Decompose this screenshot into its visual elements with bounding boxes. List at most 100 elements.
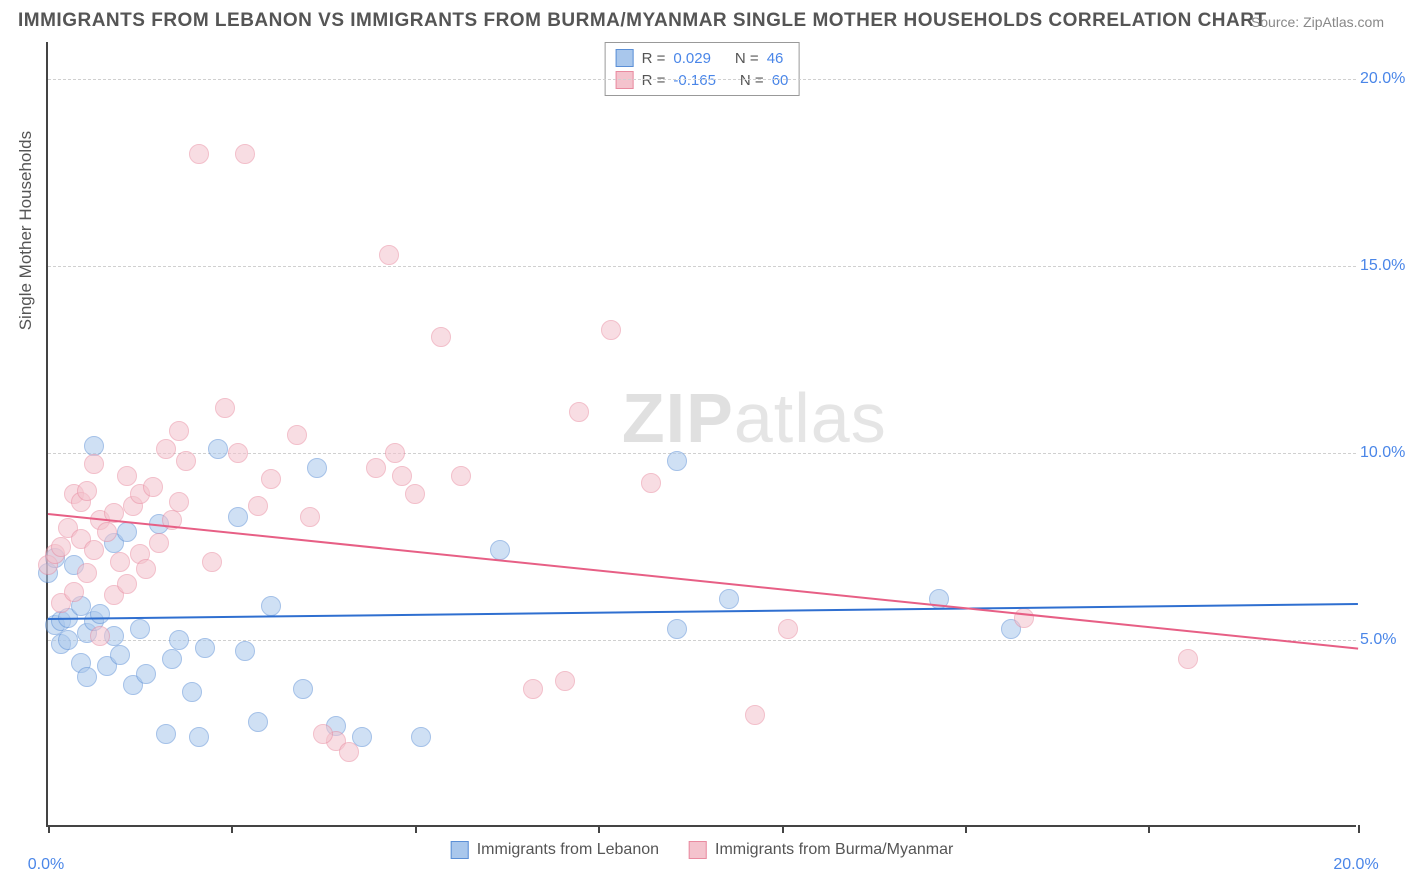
- scatter-point-burma: [84, 454, 104, 474]
- scatter-point-burma: [778, 619, 798, 639]
- scatter-point-burma: [228, 443, 248, 463]
- scatter-point-burma: [169, 492, 189, 512]
- y-axis-label: Single Mother Households: [16, 131, 36, 330]
- scatter-point-lebanon: [77, 667, 97, 687]
- scatter-point-lebanon: [130, 619, 150, 639]
- plot-area: ZIPatlas R = 0.029 N = 46 R = -0.165 N =…: [46, 42, 1356, 827]
- scatter-point-burma: [431, 327, 451, 347]
- scatter-point-burma: [641, 473, 661, 493]
- scatter-point-burma: [117, 466, 137, 486]
- scatter-point-lebanon: [90, 604, 110, 624]
- scatter-point-lebanon: [667, 619, 687, 639]
- scatter-point-lebanon: [307, 458, 327, 478]
- legend-top: R = 0.029 N = 46 R = -0.165 N = 60: [605, 42, 800, 96]
- scatter-point-burma: [215, 398, 235, 418]
- ytick-label: 20.0%: [1360, 70, 1406, 88]
- scatter-point-lebanon: [667, 451, 687, 471]
- scatter-point-lebanon: [189, 727, 209, 747]
- trendline-burma: [48, 513, 1358, 650]
- xtick-label: 0.0%: [28, 856, 64, 874]
- ytick-label: 5.0%: [1360, 631, 1406, 649]
- scatter-point-burma: [313, 724, 333, 744]
- watermark-thin: atlas: [734, 379, 887, 457]
- scatter-point-lebanon: [162, 649, 182, 669]
- swatch-lebanon: [616, 49, 634, 67]
- xtick: [965, 825, 967, 833]
- trendline-lebanon: [48, 603, 1358, 620]
- xtick: [1148, 825, 1150, 833]
- scatter-point-burma: [136, 559, 156, 579]
- xtick: [598, 825, 600, 833]
- scatter-point-lebanon: [136, 664, 156, 684]
- scatter-point-burma: [77, 563, 97, 583]
- scatter-point-lebanon: [248, 712, 268, 732]
- scatter-point-burma: [1014, 608, 1034, 628]
- scatter-point-burma: [117, 574, 137, 594]
- scatter-point-lebanon: [208, 439, 228, 459]
- scatter-point-burma: [555, 671, 575, 691]
- scatter-point-lebanon: [169, 630, 189, 650]
- ytick-label: 15.0%: [1360, 257, 1406, 275]
- scatter-point-burma: [84, 540, 104, 560]
- scatter-point-lebanon: [490, 540, 510, 560]
- ytick-label: 10.0%: [1360, 444, 1406, 462]
- scatter-point-lebanon: [58, 630, 78, 650]
- scatter-point-burma: [300, 507, 320, 527]
- legend-label-burma: Immigrants from Burma/Myanmar: [715, 841, 953, 859]
- xtick: [231, 825, 233, 833]
- legend-item-burma: Immigrants from Burma/Myanmar: [689, 841, 953, 859]
- scatter-point-burma: [745, 705, 765, 725]
- legend-item-lebanon: Immigrants from Lebanon: [451, 841, 659, 859]
- watermark: ZIPatlas: [622, 378, 887, 458]
- scatter-point-burma: [143, 477, 163, 497]
- legend-bottom: Immigrants from Lebanon Immigrants from …: [451, 841, 954, 859]
- scatter-point-lebanon: [719, 589, 739, 609]
- gridline: [48, 79, 1356, 80]
- scatter-point-burma: [385, 443, 405, 463]
- xtick: [415, 825, 417, 833]
- scatter-point-lebanon: [182, 682, 202, 702]
- scatter-point-burma: [77, 481, 97, 501]
- source-label: Source: ZipAtlas.com: [1251, 14, 1384, 30]
- n-value-lebanon: 46: [767, 50, 784, 67]
- scatter-point-burma: [51, 537, 71, 557]
- scatter-point-burma: [405, 484, 425, 504]
- scatter-point-burma: [189, 144, 209, 164]
- scatter-point-burma: [248, 496, 268, 516]
- scatter-point-lebanon: [195, 638, 215, 658]
- swatch-lebanon-icon: [451, 841, 469, 859]
- scatter-point-burma: [149, 533, 169, 553]
- watermark-bold: ZIP: [622, 379, 734, 457]
- legend-row-lebanon: R = 0.029 N = 46: [616, 47, 789, 69]
- scatter-point-burma: [156, 439, 176, 459]
- chart-title: IMMIGRANTS FROM LEBANON VS IMMIGRANTS FR…: [18, 10, 1267, 32]
- scatter-point-burma: [97, 522, 117, 542]
- scatter-point-burma: [110, 552, 130, 572]
- scatter-point-lebanon: [110, 645, 130, 665]
- scatter-point-burma: [569, 402, 589, 422]
- scatter-point-lebanon: [84, 436, 104, 456]
- scatter-point-burma: [235, 144, 255, 164]
- scatter-point-burma: [169, 421, 189, 441]
- scatter-point-burma: [64, 582, 84, 602]
- legend-label-lebanon: Immigrants from Lebanon: [477, 841, 659, 859]
- scatter-point-burma: [451, 466, 471, 486]
- scatter-point-burma: [601, 320, 621, 340]
- scatter-point-burma: [392, 466, 412, 486]
- xtick: [782, 825, 784, 833]
- scatter-point-burma: [523, 679, 543, 699]
- swatch-burma-icon: [689, 841, 707, 859]
- scatter-point-burma: [287, 425, 307, 445]
- scatter-point-lebanon: [235, 641, 255, 661]
- xtick-label: 20.0%: [1333, 856, 1378, 874]
- scatter-point-burma: [202, 552, 222, 572]
- scatter-point-burma: [366, 458, 386, 478]
- chart-container: IMMIGRANTS FROM LEBANON VS IMMIGRANTS FR…: [0, 0, 1406, 892]
- r-value-lebanon: 0.029: [673, 50, 711, 67]
- scatter-point-burma: [1178, 649, 1198, 669]
- scatter-point-burma: [176, 451, 196, 471]
- scatter-point-burma: [261, 469, 281, 489]
- xtick: [1358, 825, 1360, 833]
- scatter-point-lebanon: [293, 679, 313, 699]
- gridline: [48, 266, 1356, 267]
